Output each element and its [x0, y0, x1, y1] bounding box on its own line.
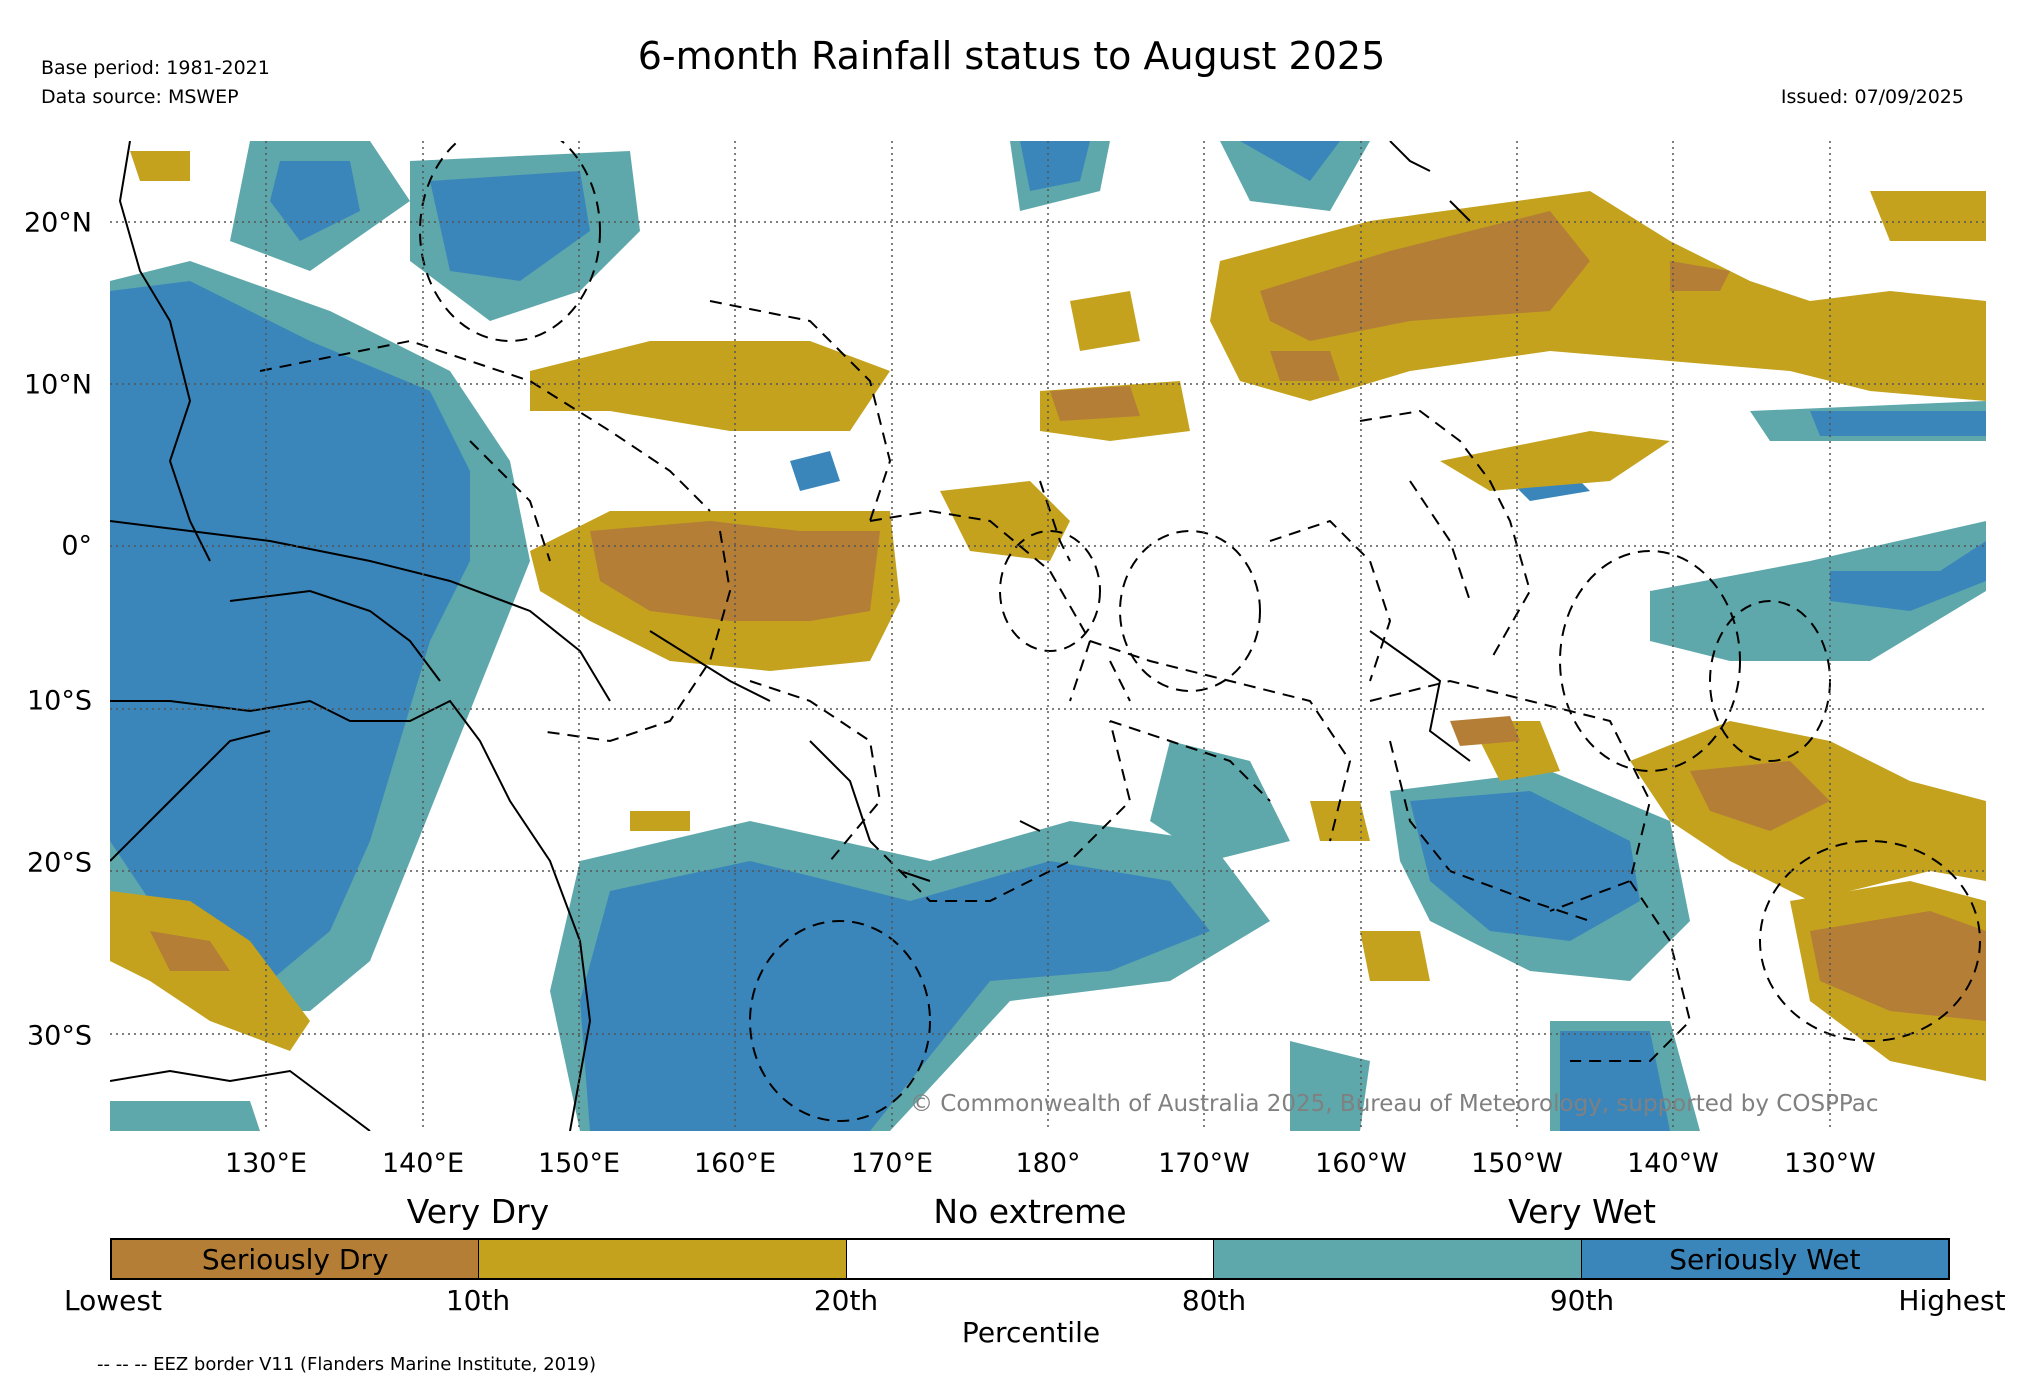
- legend-label-seriously-wet: Seriously Wet: [1669, 1242, 1861, 1276]
- y-tick-10n: 10°N: [23, 369, 92, 401]
- x-tick-150e: 150°E: [537, 1148, 621, 1179]
- legend-axis-label: Percentile: [961, 1316, 1101, 1349]
- x-tick-170e: 170°E: [850, 1148, 934, 1179]
- gridlines: [110, 141, 1986, 1131]
- coastlines: [110, 141, 1471, 1131]
- x-tick-150w: 150°W: [1471, 1148, 1563, 1179]
- legend-colorbar: Seriously Dry Seriously Wet: [110, 1238, 1950, 1280]
- x-tick-130e: 130°E: [224, 1148, 308, 1179]
- legend-tick-lowest: Lowest: [64, 1284, 162, 1317]
- legend-seg-very-wet: [1214, 1240, 1582, 1278]
- x-tick-140w: 140°W: [1627, 1148, 1719, 1179]
- x-tick-170w: 170°W: [1158, 1148, 1250, 1179]
- legend-tick-highest: Highest: [1898, 1284, 2006, 1317]
- legend-tick-10th: 10th: [445, 1284, 511, 1317]
- eez-note: -- -- -- EEZ border V11 (Flanders Marine…: [97, 1354, 597, 1375]
- legend-seg-seriously-dry: Seriously Dry: [112, 1240, 480, 1278]
- legend-header-no-extreme: No extreme: [933, 1192, 1127, 1231]
- legend-header-very-wet: Very Wet: [1508, 1192, 1656, 1231]
- legend-seg-no-extreme: [846, 1240, 1215, 1278]
- y-tick-30s: 30°S: [27, 1020, 92, 1052]
- x-tick-160w: 160°W: [1315, 1148, 1407, 1179]
- y-tick-10s: 10°S: [27, 685, 92, 717]
- rainfall-map: [110, 141, 1986, 1131]
- chart-title: 6-month Rainfall status to August 2025: [637, 34, 1386, 78]
- issued-date: Issued: 07/09/2025: [1780, 86, 1964, 108]
- seriously-wet-regions: [110, 141, 1986, 1131]
- legend-seg-very-dry: [479, 1240, 847, 1278]
- line-islands-boundary: [1369, 630, 1471, 762]
- base-period: Base period: 1981-2021: [41, 57, 270, 79]
- x-tick-140e: 140°E: [381, 1148, 465, 1179]
- x-tick-180: 180°: [1015, 1148, 1081, 1179]
- legend-label-seriously-dry: Seriously Dry: [201, 1242, 389, 1276]
- legend-tick-20th: 20th: [813, 1284, 879, 1317]
- x-tick-160e: 160°E: [693, 1148, 777, 1179]
- y-tick-20s: 20°S: [27, 847, 92, 879]
- x-tick-130w: 130°W: [1784, 1148, 1876, 1179]
- data-source: Data source: MSWEP: [41, 86, 239, 108]
- copyright-notice: © Commonwealth of Australia 2025, Bureau…: [910, 1091, 1879, 1117]
- y-tick-0: 0°: [61, 530, 92, 562]
- legend-tick-80th: 80th: [1181, 1284, 1247, 1317]
- legend-header-very-dry: Very Dry: [406, 1192, 550, 1231]
- legend-seg-seriously-wet: Seriously Wet: [1581, 1240, 1949, 1278]
- y-tick-20n: 20°N: [23, 207, 92, 239]
- legend-tick-90th: 90th: [1549, 1284, 1615, 1317]
